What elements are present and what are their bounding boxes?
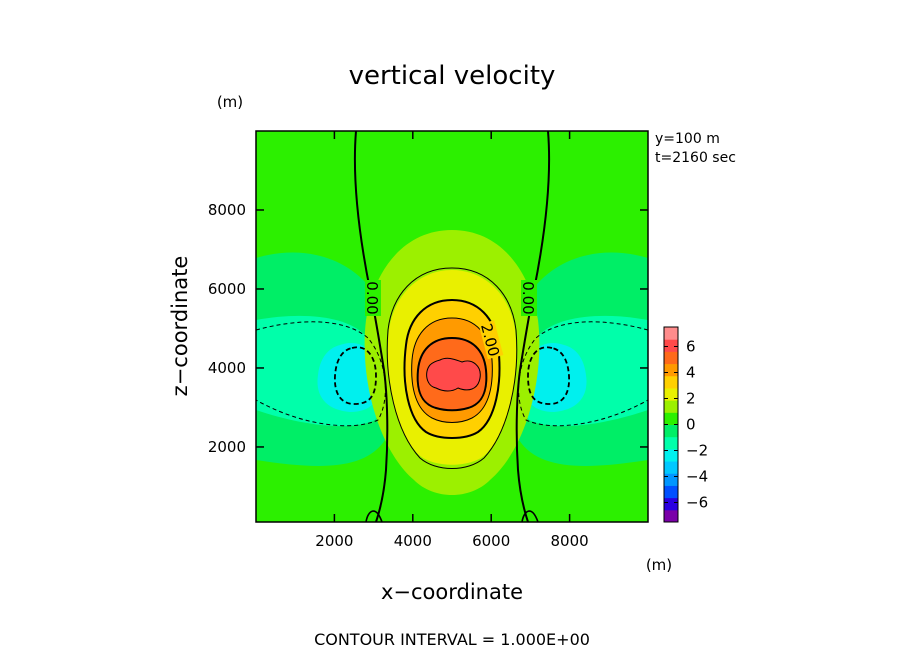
contour-zero-bottom-right bbox=[521, 510, 539, 522]
colorbar-tick-label: 4 bbox=[686, 364, 696, 382]
x-axis-label: x−coordinate bbox=[381, 580, 523, 604]
contour-zero-left bbox=[353, 131, 389, 522]
colorbar-tick-label: 6 bbox=[686, 338, 696, 356]
plot-frame bbox=[255, 130, 649, 523]
contour-negative-2-right bbox=[527, 346, 570, 405]
contour-positive-1 bbox=[386, 267, 518, 469]
y-tick-label: 6000 bbox=[208, 280, 246, 298]
x-unit-label: (m) bbox=[646, 556, 672, 574]
contour-label-zero-left: 0.00 bbox=[363, 280, 381, 316]
colorbar-tick-label: −6 bbox=[686, 494, 708, 512]
colorbar-segment bbox=[664, 448, 678, 462]
contour-label-zero-right: 0.00 bbox=[519, 280, 537, 316]
colorbar-segment bbox=[664, 375, 678, 389]
contour-zero-right bbox=[515, 131, 551, 522]
colorbar-segment bbox=[664, 412, 678, 425]
colorbar-tick-label: 0 bbox=[686, 416, 696, 434]
colorbar-segment bbox=[664, 387, 678, 401]
contour-label-zero-left-text: 0.00 bbox=[363, 281, 381, 314]
x-tick-label: 4000 bbox=[394, 532, 432, 550]
colorbar-tick-label: −4 bbox=[686, 468, 708, 486]
contour-label-zero-right-text: 0.00 bbox=[519, 281, 537, 314]
x-tick-label: 6000 bbox=[472, 532, 510, 550]
y-tick-label: 4000 bbox=[208, 359, 246, 377]
chart-title: vertical velocity bbox=[349, 61, 556, 91]
colorbar-segment bbox=[664, 400, 678, 413]
y-unit-label: (m) bbox=[217, 93, 243, 111]
colorbar-segment bbox=[664, 497, 678, 511]
positive-region-5-6 bbox=[426, 358, 481, 391]
negative-region-right-core bbox=[523, 343, 587, 412]
colorbar-tick-label: −2 bbox=[686, 442, 708, 460]
y-axis: 2000 4000 6000 8000 bbox=[208, 201, 648, 456]
contour-field: 0.00 0.00 2.00 bbox=[256, 131, 648, 522]
colorbar-segment bbox=[664, 509, 678, 523]
contour-interval-footer: CONTOUR INTERVAL = 1.000E+00 bbox=[314, 630, 590, 649]
contour-negative-2-left bbox=[334, 346, 377, 405]
colorbar-segment bbox=[664, 436, 678, 450]
x-axis: 2000 4000 6000 8000 bbox=[315, 131, 589, 550]
colorbar: 6 4 2 0 −2 −4 −6 bbox=[663, 326, 708, 523]
colorbar-segment bbox=[664, 485, 678, 499]
y-tick-label: 2000 bbox=[208, 438, 246, 456]
colorbar-segment bbox=[664, 339, 678, 352]
colorbar-segment bbox=[664, 461, 678, 474]
colorbar-segment bbox=[664, 327, 678, 340]
contour-negative-1-right bbox=[518, 321, 648, 427]
y-axis-label: z−coordinate bbox=[168, 256, 192, 397]
colorbar-segment bbox=[664, 424, 678, 438]
contour-negative-1-left bbox=[256, 321, 386, 427]
y-tick-label: 8000 bbox=[208, 201, 246, 219]
negative-region-left-core bbox=[317, 343, 381, 412]
x-tick-label: 8000 bbox=[551, 532, 589, 550]
contour-positive-5 bbox=[426, 357, 481, 392]
colorbar-segment bbox=[664, 473, 678, 486]
annotation-y: y=100 m bbox=[655, 131, 720, 147]
annotation-time: t=2160 sec bbox=[655, 150, 736, 166]
colorbar-segment bbox=[664, 363, 678, 377]
colorbar-segment bbox=[664, 351, 678, 365]
contour-positive-4 bbox=[416, 336, 488, 412]
contour-zero-bottom-left bbox=[365, 510, 383, 522]
colorbar-tick-label: 2 bbox=[686, 390, 696, 408]
x-tick-label: 2000 bbox=[315, 532, 353, 550]
